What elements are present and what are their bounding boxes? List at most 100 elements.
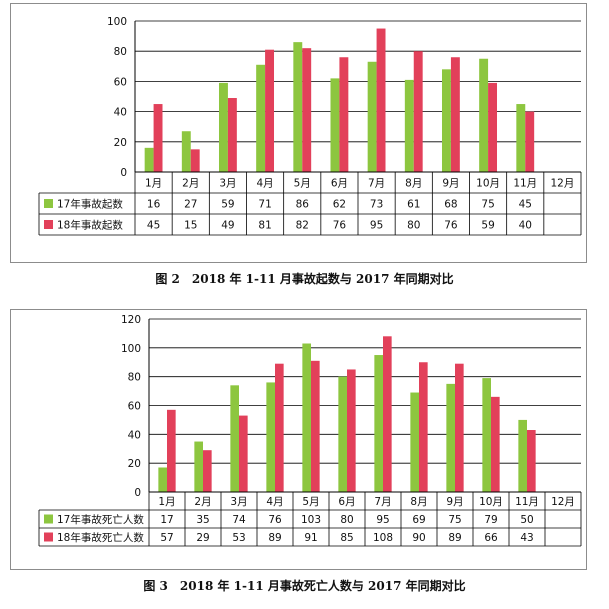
data-value: 53 [232,532,245,544]
category-label: 3月 [230,496,247,508]
data-value: 86 [296,199,310,211]
category-label: 2月 [194,496,211,508]
y-tick-label: 80 [128,372,141,384]
data-value: 43 [520,532,533,544]
category-label: 6月 [331,178,348,190]
data-value: 76 [268,514,282,526]
bar-2017 [518,419,527,492]
bar-2017 [479,58,489,172]
category-label: 11月 [515,496,539,508]
bar-2018 [153,104,163,172]
legend-label: 18年事故死亡人数 [57,531,144,544]
data-value: 59 [221,199,234,211]
category-label: 12月 [551,496,575,508]
data-value: 61 [407,199,420,211]
data-value: 29 [196,532,209,544]
category-label: 11月 [513,178,537,190]
bar-2018 [525,111,535,172]
y-tick-label: 60 [114,76,127,88]
category-label: 9月 [442,178,459,190]
data-value: 45 [519,199,532,211]
bar-2018 [190,149,200,172]
bar-2018 [302,48,312,172]
data-value: 15 [184,220,197,232]
legend-label: 17年事故死亡人数 [57,513,144,526]
bar-2018 [376,28,386,172]
figure-caption-accidents: 图 2 2018 年 1-11 月事故起数与 2017 年同期对比 [155,272,454,286]
bar-2018 [413,51,423,173]
data-value: 89 [268,532,281,544]
chart-panel-deaths: 0 20 40 60 80 100 120 1月 2月 3月 4月 5月 6月 7月 8月 9月 10月 11月 1… [10,309,587,570]
category-label: 5月 [302,496,319,508]
bar-2018 [488,82,498,172]
bar-2017 [144,147,154,172]
data-value: 76 [333,220,347,232]
bar-2017 [218,82,228,172]
data-value: 76 [444,220,458,232]
category-label: 4月 [256,178,273,190]
bar-2018 [239,415,248,492]
category-label: 7月 [368,178,385,190]
bar-2017 [367,61,377,172]
category-label: 12月 [550,178,574,190]
legend-swatch-2018 [44,532,53,542]
figure-caption-deaths: 图 3 2018 年 1-11 月事故死亡人数与 2017 年同期对比 [143,579,466,593]
data-value: 45 [147,220,160,232]
legend-label: 18年事故起数 [57,219,123,232]
bar-2017 [266,382,275,492]
category-label: 2月 [182,178,199,190]
bar-2017 [230,385,239,492]
y-tick-label: 20 [114,137,127,149]
bar-2017 [516,104,526,172]
data-value: 16 [147,199,161,211]
data-value: 81 [258,220,271,232]
legend-swatch-2017 [44,199,53,208]
y-tick-label: 80 [114,46,127,58]
data-value: 103 [301,514,321,526]
category-label: 1月 [145,178,162,190]
category-label: 4月 [266,496,283,508]
bar-2017 [338,376,347,492]
bar-2018 [383,336,392,492]
bar-2018 [227,98,237,172]
bar-2018 [311,360,320,492]
bar-2018 [450,57,460,172]
bar-2018 [347,369,356,492]
y-tick-label: 0 [120,167,127,179]
deaths-chart: 0 20 40 60 80 100 120 1月 2月 3月 4月 5月 6月 7月 8月 9月 10月 11月 1… [38,314,582,547]
chart-panel-accidents: 0 20 40 60 80 100 1月 2月 3月 4月 5月 6月 7月 8月 9月 10月 11月 12月 1… [10,3,587,263]
legend-swatch-2018 [44,220,53,229]
bar-2018 [167,409,176,492]
bar-2017 [404,79,414,172]
data-value: 68 [444,199,457,211]
data-value: 40 [519,220,532,232]
category-label: 8月 [405,178,422,190]
category-label: 8月 [410,496,427,508]
data-value: 49 [221,220,234,232]
data-value: 95 [376,514,389,526]
bar-2018 [265,49,275,172]
bar-2017 [482,378,491,492]
data-value: 80 [340,514,353,526]
category-label: 7月 [374,496,391,508]
y-tick-label: 20 [128,458,141,470]
bar-2017 [158,467,167,492]
bar-2017 [256,64,266,172]
data-value: 59 [481,220,494,232]
y-tick-label: 100 [121,343,141,355]
bar-2017 [330,78,340,172]
y-tick-label: 0 [134,487,141,499]
bar-2018 [419,362,428,492]
category-label: 6月 [338,496,355,508]
data-value: 17 [160,514,173,526]
category-label: 10月 [479,496,503,508]
data-value: 91 [304,532,317,544]
bar-2017 [194,441,203,492]
legend-swatch-2017 [44,514,53,524]
data-value: 35 [196,514,209,526]
y-tick-label: 100 [107,16,127,28]
category-label: 9月 [446,496,463,508]
bar-2018 [275,363,284,492]
data-value: 50 [520,514,533,526]
data-value: 75 [448,514,461,526]
